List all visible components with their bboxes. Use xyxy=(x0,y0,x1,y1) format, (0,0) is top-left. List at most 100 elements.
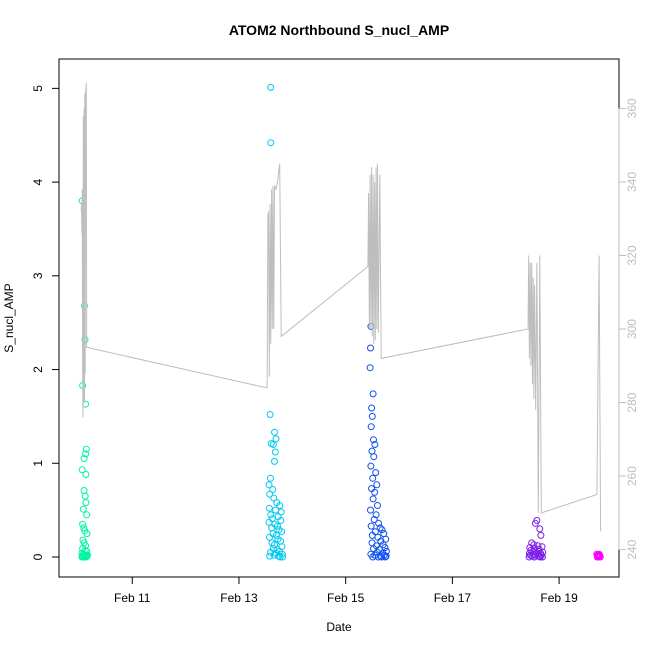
chart-title: ATOM2 Northbound S_nucl_AMP xyxy=(229,22,449,38)
secondary-y-tick-label: 360 xyxy=(625,98,639,118)
secondary-series-line xyxy=(80,82,602,532)
scatter-point xyxy=(268,515,276,523)
scatter-point xyxy=(370,516,378,523)
scatter-point xyxy=(369,474,377,482)
y-tick-label: 4 xyxy=(31,178,45,185)
scatter-series-5 xyxy=(593,550,604,561)
scatter-point xyxy=(536,553,544,561)
scatter-point xyxy=(279,553,287,561)
scatter-point xyxy=(82,445,90,453)
scatter-point xyxy=(378,526,386,534)
secondary-y-tick-label: 320 xyxy=(625,245,639,265)
chart-marks xyxy=(78,82,604,561)
scatter-point xyxy=(367,423,375,431)
x-tick-label: Feb 15 xyxy=(327,591,365,605)
scatter-point xyxy=(79,520,87,528)
scatter-point xyxy=(381,553,389,561)
scatter-point xyxy=(266,490,274,498)
scatter-point xyxy=(276,553,284,561)
scatter-point xyxy=(266,533,273,541)
scatter-point xyxy=(367,462,375,470)
scatter-point xyxy=(272,506,280,514)
scatter-point xyxy=(367,344,374,352)
scatter-point xyxy=(78,466,86,474)
scatter-point xyxy=(80,487,88,494)
scatter-point xyxy=(269,441,277,448)
scatter-point xyxy=(265,481,273,489)
scatter-point xyxy=(538,553,546,561)
scatter-point xyxy=(271,448,279,456)
scatter-point xyxy=(528,539,536,547)
scatter-point xyxy=(367,522,375,530)
scatter-point xyxy=(267,83,275,91)
scatter-point xyxy=(376,524,384,532)
scatter-point xyxy=(272,531,280,539)
scatter-point xyxy=(81,492,89,500)
scatter-point xyxy=(273,546,281,553)
scatter-point xyxy=(82,471,90,478)
scatter-point xyxy=(366,364,374,372)
scatter-series-3 xyxy=(366,322,390,561)
y-tick-label: 3 xyxy=(31,272,45,279)
scatter-point xyxy=(372,469,380,477)
scatter-point xyxy=(377,537,385,545)
scatter-point xyxy=(382,535,390,543)
scatter-series-2 xyxy=(265,83,287,561)
scatter-point xyxy=(369,390,377,398)
scatter-point xyxy=(531,519,539,527)
scatter-point xyxy=(276,502,284,509)
secondary-y-axis: 240 260 280 300 320 340 360 xyxy=(618,98,639,560)
scatter-point xyxy=(265,504,273,512)
scatter-point xyxy=(267,139,275,147)
scatter-point xyxy=(371,488,379,496)
scatter-point xyxy=(266,552,274,560)
scatter-point xyxy=(278,528,286,536)
scatter-point xyxy=(82,450,90,458)
x-tick-label: Feb 13 xyxy=(220,591,258,605)
secondary-y-tick-label: 340 xyxy=(625,172,639,192)
scatter-point xyxy=(372,511,380,519)
scatter-point xyxy=(536,525,544,533)
scatter-point xyxy=(368,404,376,412)
scatter-point xyxy=(368,539,376,547)
scatter-point xyxy=(82,499,90,507)
y-tick-label: 0 xyxy=(31,553,45,560)
scatter-point xyxy=(368,412,376,420)
secondary-y-tick-label: 280 xyxy=(625,392,639,412)
scatter-point xyxy=(367,506,374,514)
secondary-y-tick-label: 240 xyxy=(625,539,639,559)
x-axis: Feb 11 Feb 13 Feb 15 Feb 17 Feb 19 xyxy=(114,577,578,605)
scatter-point xyxy=(275,552,283,560)
scatter-point xyxy=(267,474,274,482)
scatter-point xyxy=(369,495,377,503)
scatter-point xyxy=(371,441,379,448)
scatter-point xyxy=(271,428,278,436)
scatter-point xyxy=(265,518,273,526)
scatter-point xyxy=(83,530,91,538)
y-axis: 0 1 2 3 4 5 xyxy=(31,85,59,560)
scatter-point xyxy=(370,436,377,444)
x-axis-label: Date xyxy=(326,620,352,634)
y-tick-label: 2 xyxy=(31,366,45,373)
scatter-point xyxy=(378,553,386,561)
scatter-point xyxy=(80,455,88,463)
scatter-point xyxy=(268,524,276,532)
scatter-point xyxy=(370,453,378,461)
scatter-point xyxy=(374,502,381,509)
scatter-point xyxy=(79,505,87,513)
scatter-point xyxy=(277,516,285,524)
scatter-point xyxy=(267,511,275,519)
secondary-y-tick-label: 260 xyxy=(625,466,639,486)
x-tick-label: Feb 17 xyxy=(434,591,472,605)
scatter-point xyxy=(525,553,533,561)
scatter-point xyxy=(368,447,376,455)
scatter-point xyxy=(382,552,390,560)
secondary-y-tick-label: 300 xyxy=(625,319,639,339)
scatter-point xyxy=(596,553,604,561)
scatter-point xyxy=(271,457,278,465)
scatter-point xyxy=(272,435,280,443)
y-tick-label: 1 xyxy=(31,460,45,467)
scatter-point xyxy=(373,481,381,489)
scatter-point xyxy=(374,553,382,561)
